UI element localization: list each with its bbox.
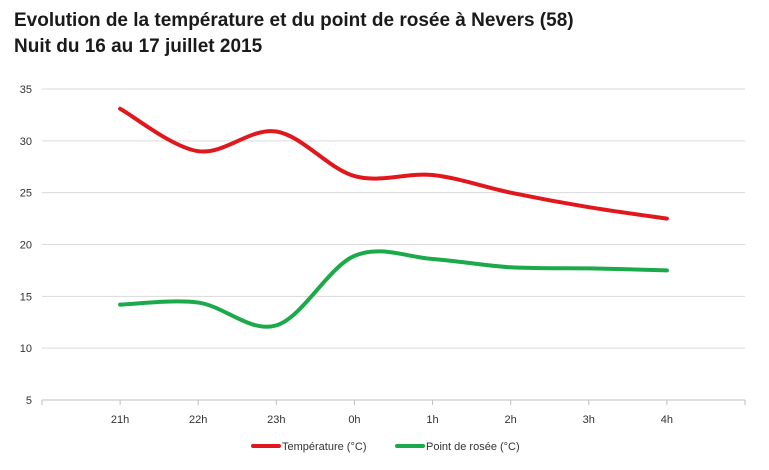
axes: 5 10 15 20 25 30 35 21h 22h 23h 0h 1h 2h 3h 4h: [20, 84, 746, 426]
x-tick-label: 0h: [348, 414, 360, 426]
x-tick-label: 21h: [111, 414, 129, 426]
y-tick-label: 25: [20, 188, 32, 200]
x-tick-label: 4h: [661, 414, 673, 426]
x-tick-label: 3h: [583, 414, 595, 426]
y-tick-label: 30: [20, 136, 32, 148]
title-block: Evolution de la température et du point …: [14, 8, 574, 60]
series-line-0: [118, 106, 669, 221]
gridlines: [42, 88, 745, 349]
legend-label: Température (°C): [282, 441, 366, 453]
series-line-1: [118, 249, 669, 329]
legend: Température (°C) Point de rosée (°C): [251, 441, 520, 453]
x-tick-label: 2h: [505, 414, 517, 426]
x-tick-label: 23h: [267, 414, 285, 426]
x-tick-label: 1h: [426, 414, 438, 426]
x-tick-label: 22h: [189, 414, 207, 426]
y-tick-label: 35: [20, 84, 32, 96]
legend-label: Point de rosée (°C): [426, 441, 520, 453]
chart-subtitle: Nuit du 16 au 17 juillet 2015: [14, 36, 263, 57]
y-tick-label: 15: [20, 291, 32, 303]
y-tick-label: 10: [20, 343, 32, 355]
y-tick-label: 20: [20, 240, 32, 252]
chart-title: Evolution de la température et du point …: [14, 10, 574, 31]
series-lines: [118, 106, 669, 329]
y-tick-label: 5: [26, 395, 32, 407]
